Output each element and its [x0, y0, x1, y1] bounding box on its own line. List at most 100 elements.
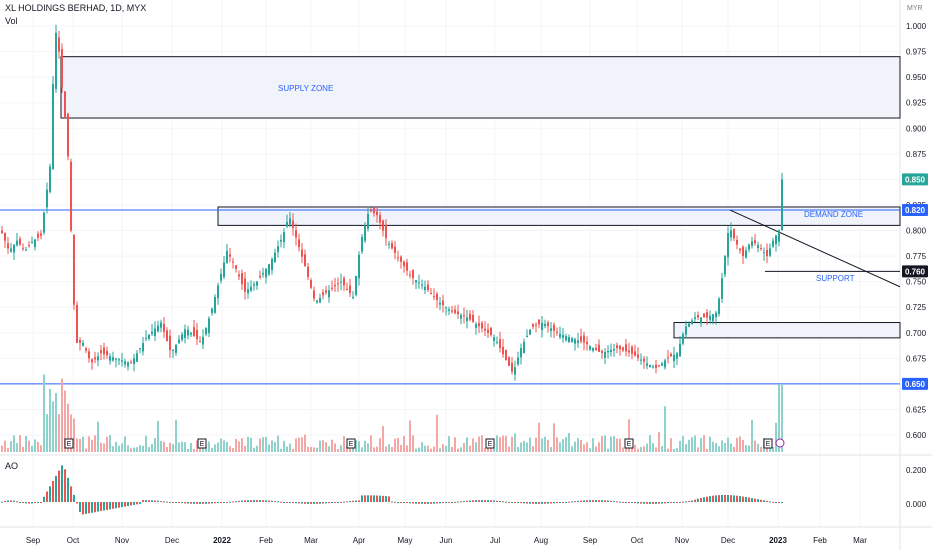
volume-bar [346, 447, 348, 452]
ao-bar [250, 500, 252, 502]
candle-body [319, 297, 321, 303]
volume-bar [202, 446, 204, 452]
ao-bar [376, 495, 378, 502]
price-tick-label: 0.700 [906, 329, 927, 338]
candle-body [775, 235, 777, 245]
candle-body [109, 356, 111, 361]
candle-body [433, 296, 435, 298]
volume-bar [145, 435, 147, 452]
volume-bar [355, 440, 357, 452]
candle-body [52, 83, 54, 170]
volume-bar [19, 435, 21, 452]
price-tick-label: 0.775 [906, 252, 927, 261]
candle-body [292, 220, 294, 228]
ao-bar [424, 502, 426, 504]
ao-bar [496, 500, 498, 502]
volume-bar [703, 435, 705, 452]
price-tick-label: 0.750 [906, 278, 927, 287]
volume-bar [550, 447, 552, 452]
candle-body [406, 262, 408, 271]
ao-bar [370, 495, 372, 502]
volume-bar [46, 414, 48, 452]
volume-bar [631, 445, 633, 452]
volume-bar [535, 437, 537, 452]
ao-label: AO [5, 461, 19, 471]
candle-body [7, 243, 9, 249]
candle-body [553, 324, 555, 331]
volume-bar [727, 437, 729, 452]
candle-body [745, 250, 747, 258]
volume-bar [577, 438, 579, 452]
ao-bar [625, 502, 627, 503]
ao-bar [475, 500, 477, 502]
volume-bar [295, 438, 297, 452]
candle-body [103, 347, 105, 355]
price-tick-label: 0.725 [906, 303, 927, 312]
candle-body [679, 343, 681, 357]
volume-bar [781, 384, 783, 452]
candle-body [502, 346, 504, 355]
candle-body [343, 278, 345, 286]
ao-bar [283, 502, 285, 503]
volume-bar [292, 448, 294, 452]
candle-body [325, 290, 327, 293]
ao-bar [22, 502, 24, 503]
candle-body [304, 254, 306, 267]
volume-bar [637, 448, 639, 452]
candle-body [235, 265, 237, 269]
volume-bar [352, 447, 354, 452]
volume-bar [337, 448, 339, 452]
volume-bar [649, 435, 651, 452]
volume-bar [427, 445, 429, 452]
candle-body [739, 248, 741, 251]
candle-body [442, 300, 444, 305]
ao-bar [226, 502, 228, 503]
volume-bar [25, 436, 27, 452]
ao-bar [88, 502, 90, 514]
volume-bar [178, 442, 180, 452]
candle-body [478, 323, 480, 327]
volume-bar [193, 448, 195, 452]
candle-body [268, 264, 270, 275]
ao-bar [247, 500, 249, 502]
candle-body [295, 230, 297, 238]
ao-bar [178, 502, 180, 503]
candle-body [232, 261, 234, 263]
ao-bar [406, 502, 408, 504]
volume-bar [232, 448, 234, 452]
candle-body [100, 350, 102, 354]
volume-bar [370, 435, 372, 452]
volume-bar [472, 438, 474, 452]
candle-body [25, 249, 27, 251]
ao-bar [268, 500, 270, 502]
volume-bar [538, 422, 540, 452]
volume-bar [226, 442, 228, 452]
time-tick-label: Jul [490, 536, 500, 545]
candle-body [148, 334, 150, 339]
candle-body [541, 322, 543, 331]
candle-body [427, 284, 429, 291]
volume-bar [700, 437, 702, 452]
candle-body [439, 302, 441, 305]
ao-bar [685, 501, 687, 503]
time-tick-label: Mar [304, 536, 318, 545]
ao-bar [199, 502, 201, 504]
ao-bar [568, 501, 570, 503]
time-tick-label: Aug [534, 536, 548, 545]
volume-bar [118, 445, 120, 452]
candle-body [187, 329, 189, 336]
volume-bar [445, 445, 447, 452]
time-tick-label: Apr [353, 536, 366, 545]
candle-body [166, 330, 168, 341]
ao-bar [448, 502, 450, 503]
volume-bar [754, 440, 756, 452]
volume-bar [103, 443, 105, 452]
earnings-marker: E [763, 438, 773, 449]
ao-bar [523, 502, 525, 504]
volume-bar [391, 447, 393, 452]
candle-body [418, 282, 420, 284]
time-tick-label: Feb [259, 536, 273, 545]
volume-bar [448, 436, 450, 452]
trend-line [729, 209, 901, 288]
